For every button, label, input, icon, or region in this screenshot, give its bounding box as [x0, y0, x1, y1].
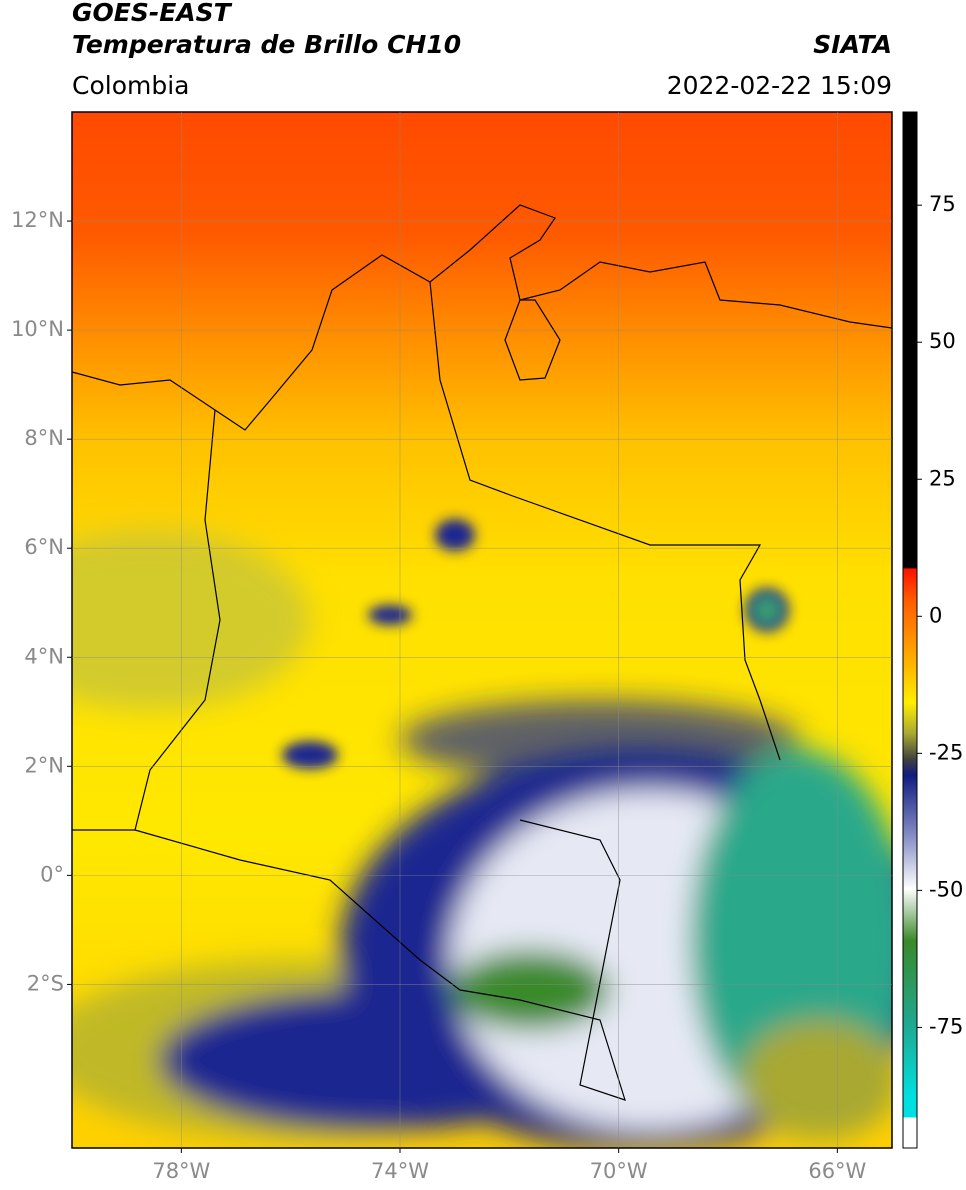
x-tick-label: 78°W	[152, 1159, 210, 1183]
colorbar-tick-label: -50	[929, 877, 963, 901]
coastlines	[72, 204, 892, 1101]
y-tick-label: 10°N	[11, 317, 64, 341]
lake	[504, 299, 561, 381]
cloud	[72, 530, 310, 710]
map-frame	[71, 111, 893, 1149]
cell	[435, 519, 475, 551]
y-tick-label: 6°N	[24, 535, 64, 559]
colorbar	[902, 111, 918, 1149]
coastline	[72, 204, 892, 431]
x-tick-label: 74°W	[371, 1159, 429, 1183]
y-tick-label: 0°	[40, 862, 64, 886]
colorbar-tick-label: 25	[929, 466, 956, 490]
y-tick-label: 4°N	[24, 644, 64, 668]
x-tick-label: 70°W	[590, 1159, 648, 1183]
datetime: 2022-02-22 15:09	[667, 71, 892, 100]
cell	[282, 741, 338, 769]
cell	[753, 596, 781, 624]
x-tick-label: 66°W	[808, 1159, 866, 1183]
colorbar-tick-label: 50	[929, 329, 956, 353]
colorbar-tick-label: 0	[929, 603, 942, 627]
imagery	[72, 112, 892, 1148]
region: Colombia	[72, 71, 189, 100]
colorbar-tick-label: 75	[929, 192, 956, 216]
cloud	[740, 1020, 892, 1140]
cloud-fields	[72, 530, 892, 1148]
colorbar-tick-label: -25	[929, 740, 963, 764]
colorbar-tick-label: -75	[929, 1014, 963, 1038]
convective-cells	[282, 519, 789, 769]
subtitle: Temperatura de Brillo CH10	[72, 30, 461, 59]
y-tick-label: 2°N	[24, 753, 64, 777]
border	[429, 281, 781, 761]
cloud	[400, 700, 800, 780]
y-tick-label: 8°N	[24, 426, 64, 450]
y-tick-label: 2°S	[27, 971, 64, 995]
y-tick-label: 12°N	[11, 208, 64, 232]
border	[134, 819, 626, 1101]
source: SIATA	[813, 30, 892, 59]
cell	[368, 605, 412, 625]
cloud	[450, 950, 610, 1030]
title: GOES-EAST	[72, 0, 233, 27]
